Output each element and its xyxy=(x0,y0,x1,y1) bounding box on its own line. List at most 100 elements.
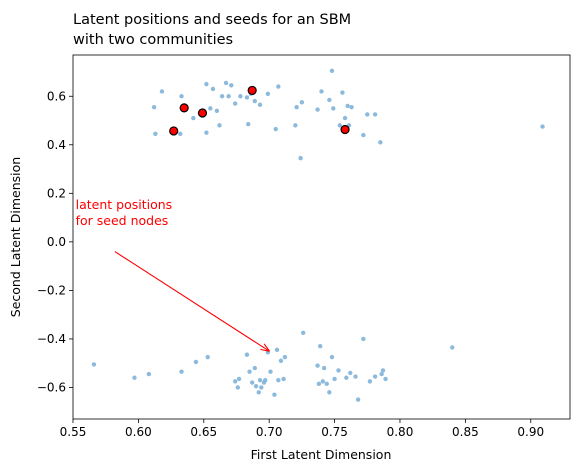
latent-point xyxy=(235,385,240,390)
latent-point xyxy=(272,392,277,397)
latent-point xyxy=(210,86,216,92)
chart-title-line2: with two communities xyxy=(73,32,233,48)
latent-point xyxy=(91,362,97,367)
latent-point xyxy=(293,123,298,128)
latent-point xyxy=(257,102,263,107)
latent-point xyxy=(299,100,305,105)
latent-point xyxy=(132,375,137,380)
latent-point xyxy=(317,344,323,349)
x-axis-label: First Latent Dimension xyxy=(251,447,392,462)
latent-point xyxy=(321,365,327,371)
y-tick-label: −0.6 xyxy=(37,380,66,394)
latent-point xyxy=(316,381,322,387)
plot-frame xyxy=(72,54,571,420)
latent-point xyxy=(191,115,196,121)
latent-point xyxy=(178,131,183,137)
y-tick-label: 0.4 xyxy=(47,138,66,152)
latent-point xyxy=(327,97,332,103)
latent-point xyxy=(300,330,306,336)
seed-point xyxy=(340,124,350,135)
latent-point xyxy=(367,379,373,384)
x-tick-label: 0.80 xyxy=(387,425,414,439)
latent-point xyxy=(540,124,545,129)
latent-point xyxy=(232,101,238,106)
latent-point xyxy=(193,359,199,365)
y-tick-label: 0.0 xyxy=(47,235,66,249)
latent-point xyxy=(380,368,386,373)
latent-point xyxy=(348,370,353,376)
latent-point xyxy=(355,397,361,402)
latent-point xyxy=(259,385,264,390)
x-tick-label: 0.65 xyxy=(190,425,217,439)
latent-point xyxy=(223,80,229,86)
latent-point xyxy=(320,379,326,384)
latent-point xyxy=(268,369,273,374)
latent-point xyxy=(365,112,370,117)
x-tick-label: 0.75 xyxy=(321,425,348,439)
latent-point xyxy=(329,68,335,73)
annotation-line1: latent positions xyxy=(76,197,173,212)
latent-point xyxy=(332,376,337,382)
latent-point xyxy=(153,131,158,137)
y-axis: 0.6 0.4 0.2 0.0 −0.2 −0.4 −0.6 xyxy=(37,89,73,394)
latent-point xyxy=(276,84,281,89)
latent-point xyxy=(327,390,332,395)
y-tick-label: 0.6 xyxy=(47,89,66,103)
latent-point xyxy=(256,390,261,395)
latent-point xyxy=(345,103,350,109)
latent-point xyxy=(276,377,281,383)
x-tick-label: 0.70 xyxy=(256,425,283,439)
latent-point xyxy=(298,155,303,161)
y-axis-label: Second Latent Dimension xyxy=(8,157,23,317)
latent-point xyxy=(319,89,324,94)
chart-title-line1: Latent positions and seeds for an SBM xyxy=(73,12,351,28)
latent-point xyxy=(219,94,225,99)
latent-point xyxy=(274,347,280,353)
latent-point xyxy=(273,126,278,132)
latent-point xyxy=(383,376,388,382)
latent-point xyxy=(265,91,271,97)
points-layer xyxy=(91,68,545,402)
x-tick-label: 0.55 xyxy=(60,425,87,439)
latent-point xyxy=(329,354,335,360)
latent-point xyxy=(246,121,251,127)
y-tick-label: 0.2 xyxy=(47,186,66,200)
latent-point xyxy=(372,112,378,117)
latent-point xyxy=(238,94,243,99)
latent-point xyxy=(450,345,455,350)
latent-point xyxy=(205,354,210,360)
latent-point xyxy=(263,377,268,383)
latent-point xyxy=(252,98,257,104)
latent-point xyxy=(336,368,341,373)
latent-point xyxy=(315,107,320,112)
x-tick-label: 0.85 xyxy=(452,425,479,439)
latent-point xyxy=(229,83,234,88)
annotation-line2: for seed nodes xyxy=(76,213,169,228)
latent-point xyxy=(379,371,384,377)
latent-point xyxy=(281,376,286,382)
latent-point xyxy=(353,374,358,379)
latent-point xyxy=(208,106,213,111)
latent-point xyxy=(204,130,209,135)
y-tick-label: −0.4 xyxy=(37,332,66,346)
latent-point xyxy=(337,123,343,128)
latent-point xyxy=(372,374,378,379)
annotation-arrow xyxy=(114,251,269,351)
latent-point xyxy=(244,352,250,357)
latent-point xyxy=(361,336,366,342)
latent-point xyxy=(217,123,222,128)
latent-point xyxy=(179,369,184,374)
latent-point xyxy=(315,363,320,368)
y-tick-label: −0.2 xyxy=(37,283,66,297)
latent-point xyxy=(282,354,288,360)
latent-point xyxy=(361,132,366,138)
latent-point xyxy=(252,365,257,371)
latent-point xyxy=(226,94,231,99)
latent-point xyxy=(151,104,157,110)
seed-point xyxy=(179,103,189,113)
latent-point xyxy=(378,140,383,145)
seed-point xyxy=(247,85,257,96)
latent-point xyxy=(204,81,209,87)
latent-point xyxy=(324,381,329,387)
